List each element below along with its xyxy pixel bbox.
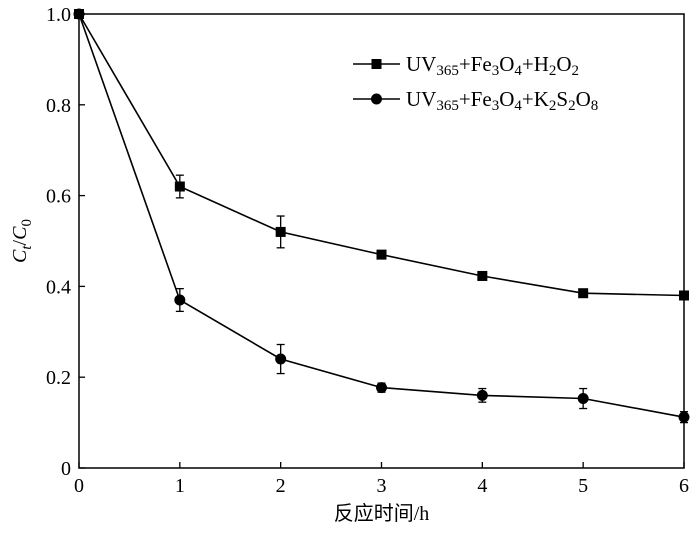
y-tick-label: 1.0 bbox=[46, 4, 71, 26]
data-point-circle bbox=[476, 389, 488, 401]
legend-label-1: UV365+Fe3O4+H2O2 bbox=[406, 52, 579, 79]
series-line-2 bbox=[78, 13, 685, 418]
x-tick-label: 4 bbox=[477, 475, 487, 497]
x-tick-label: 0 bbox=[74, 475, 84, 497]
data-point-circle bbox=[73, 8, 85, 20]
data-point-circle bbox=[174, 294, 186, 306]
data-point-square bbox=[578, 288, 589, 299]
y-tick-label: 0.4 bbox=[46, 276, 71, 298]
data-point-square bbox=[477, 270, 488, 281]
y-axis-label: Ct/C0 bbox=[9, 219, 35, 263]
data-point-circle bbox=[678, 411, 690, 423]
data-point-circle bbox=[577, 393, 589, 405]
x-tick-label: 3 bbox=[377, 475, 387, 497]
x-tick-label: 6 bbox=[679, 475, 689, 497]
y-tick-label: 0 bbox=[61, 458, 71, 480]
legend-label-2: UV365+Fe3O4+K2S2O8 bbox=[406, 87, 598, 114]
x-tick-label: 2 bbox=[276, 475, 286, 497]
data-point-square bbox=[174, 181, 185, 192]
data-point-circle bbox=[275, 353, 287, 365]
x-tick-label: 5 bbox=[578, 475, 588, 497]
data-point-square bbox=[376, 249, 387, 260]
y-tick-label: 0.2 bbox=[46, 367, 71, 389]
data-point-square bbox=[679, 290, 689, 301]
x-tick-label: 1 bbox=[175, 475, 185, 497]
legend-marker-square bbox=[371, 59, 382, 69]
legend-marker-circle bbox=[371, 93, 382, 105]
y-tick-label: 0.6 bbox=[46, 186, 71, 208]
plot-area: 0 1 2 3 4 5 6 0 0.2 0.4 0.6 0.8 1.0 反应时间/h Ct/C0 UV365+… bbox=[9, 4, 690, 525]
data-point-circle bbox=[376, 382, 387, 394]
data-point-square bbox=[275, 226, 286, 237]
x-axis-label: 反应时间/h bbox=[334, 502, 430, 525]
y-tick-label: 0.8 bbox=[46, 95, 71, 117]
